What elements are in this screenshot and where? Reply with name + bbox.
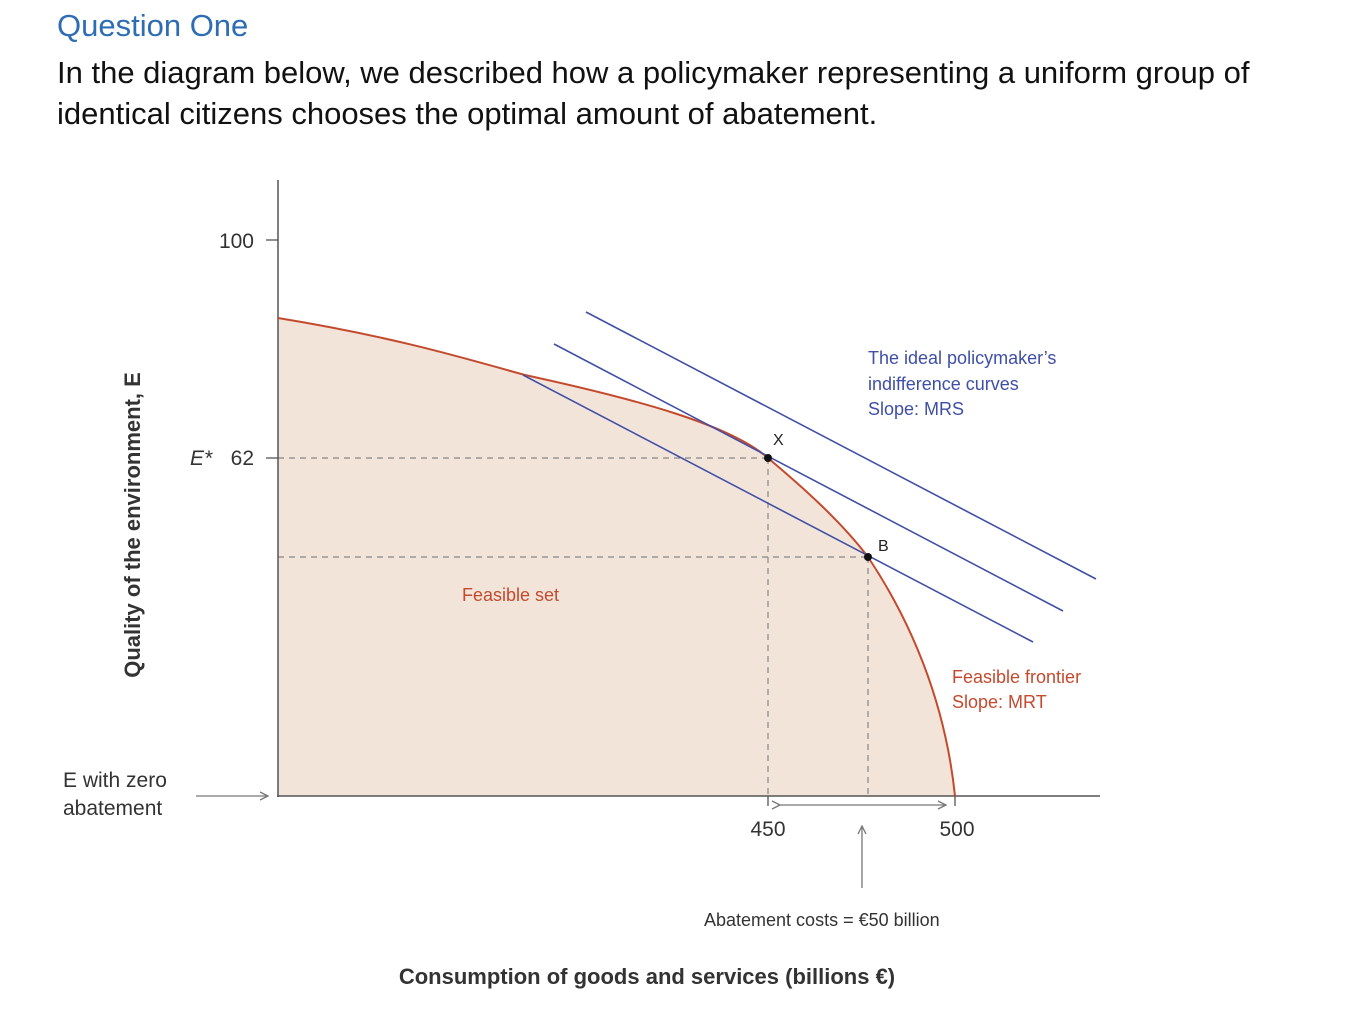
feasible-set-label: Feasible set [462, 585, 559, 605]
indifference-annotation-line1: The ideal policymaker’s [868, 348, 1056, 368]
point-x-marker [764, 454, 772, 462]
point-b-label: B [878, 538, 889, 555]
y-tick-label-estar: E* [190, 447, 213, 470]
guide-lines [278, 457, 869, 796]
point-x-label: X [773, 432, 784, 449]
question-heading: Question One [57, 8, 249, 43]
frontier-annotation-line1: Feasible frontier [952, 667, 1081, 687]
indifference-annotation-line3: Slope: MRS [868, 399, 964, 419]
question-intro: In the diagram below, we described how a… [57, 55, 1250, 131]
indifference-annotation-line2: indifference curves [868, 374, 1019, 394]
zero-abatement-label-line2: abatement [63, 797, 162, 820]
y-axis-title: Quality of the environment, E [120, 372, 145, 678]
indifference-curve-low [522, 374, 1034, 643]
x-axis-title: Consumption of goods and services (billi… [399, 964, 895, 989]
zero-abatement-label-line1: E with zero [63, 769, 167, 792]
abatement-costs-label: Abatement costs = €50 billion [704, 910, 940, 930]
y-tick-label-100: 100 [219, 230, 254, 253]
indifference-curve-high [585, 311, 1097, 580]
y-tick-label-62: 62 [231, 447, 254, 470]
indifference-curves [522, 311, 1097, 643]
x-tick-label-500: 500 [939, 818, 974, 841]
point-b-marker [864, 553, 872, 561]
frontier-annotation-line2: Slope: MRT [952, 692, 1047, 712]
feasible-set-area [278, 318, 955, 796]
x-tick-label-450: 450 [750, 818, 785, 841]
indifference-curve-mid [553, 343, 1064, 612]
